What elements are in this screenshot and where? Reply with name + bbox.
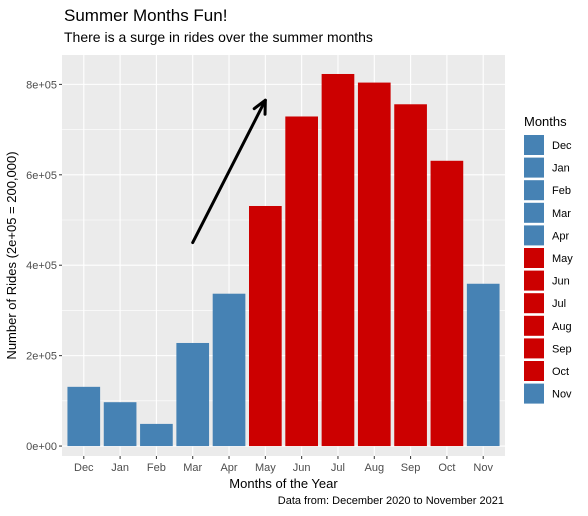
bar-nov [466,283,500,447]
x-tick-label: Jan [111,462,129,474]
bar-jan [103,402,137,447]
legend-key-jul [524,293,544,314]
legend-label: Oct [552,366,569,378]
bar-feb [140,423,173,447]
legend-label: Mar [552,208,571,220]
chart-caption: Data from: December 2020 to November 202… [277,495,504,507]
y-axis-title: Number of Rides (2e+05 = 200,000) [4,151,19,359]
x-tick-label: Jun [293,462,311,474]
legend-key-jun [524,270,544,291]
legend-label: Dec [552,140,572,152]
legend-key-oct [524,361,544,381]
bars [67,73,500,447]
bar-may [249,205,282,447]
legend-key-may [524,248,544,268]
legend-label: Apr [552,230,569,242]
bar-jun [285,116,318,447]
x-tick-label: Apr [220,462,237,474]
x-tick-label: Jul [331,462,345,474]
legend-title: Months [524,114,567,129]
legend-label: May [552,253,573,265]
legend-label: Jun [552,276,570,288]
bar-aug [357,82,391,447]
legend-key-apr [524,225,544,246]
bar-mar [176,342,210,447]
legend-label: Sep [552,343,572,355]
legend-label: Nov [552,389,572,401]
y-tick-label: 2e+05 [26,351,57,363]
legend-label: Feb [552,185,571,197]
x-tick-label: Nov [473,462,493,474]
x-tick-label: Mar [183,462,202,474]
legend-key-sep [524,338,544,359]
legend-key-mar [524,202,544,223]
x-tick-label: Sep [401,462,421,474]
legend-label: Jan [552,163,570,175]
legend-key-jan [524,157,544,178]
x-tick-label: May [255,462,276,474]
arrow-shaft [191,98,267,245]
bar-oct [430,160,464,447]
x-tick-label: Oct [438,462,455,474]
y-tick-label: 0e+00 [26,441,57,453]
y-axis: 0e+00 2e+05 4e+05 6e+05 8e+05 [26,79,62,453]
x-axis-title: Months of the Year [229,476,338,491]
y-tick-label: 6e+05 [26,170,57,182]
x-tick-label: Feb [147,462,166,474]
bar-sep [394,104,427,447]
legend-key-feb [524,180,544,201]
y-tick-label: 8e+05 [26,79,57,91]
legend: Months Dec Jan Feb Mar Apr May Jun Jul Aug Sep Oct… [524,114,573,404]
bar-jul [321,73,355,447]
legend-key-dec [524,135,544,155]
arrow-head [252,98,267,116]
legend-label: Aug [552,321,572,333]
legend-key-aug [524,315,544,336]
bar-dec [67,386,101,447]
bar-apr [212,293,246,447]
x-axis: Dec Jan Feb Mar Apr May Jun Jul Aug Sep Oct Nov [74,456,493,474]
x-tick-label: Dec [74,462,94,474]
legend-key-nov [524,383,544,404]
chart-title: Summer Months Fun! [64,6,228,25]
chart-subtitle: There is a surge in rides over the summe… [64,29,373,45]
legend-label: Jul [552,298,566,310]
y-tick-label: 4e+05 [26,260,57,272]
arrow-annotation [191,98,267,245]
x-tick-label: Aug [364,462,384,474]
